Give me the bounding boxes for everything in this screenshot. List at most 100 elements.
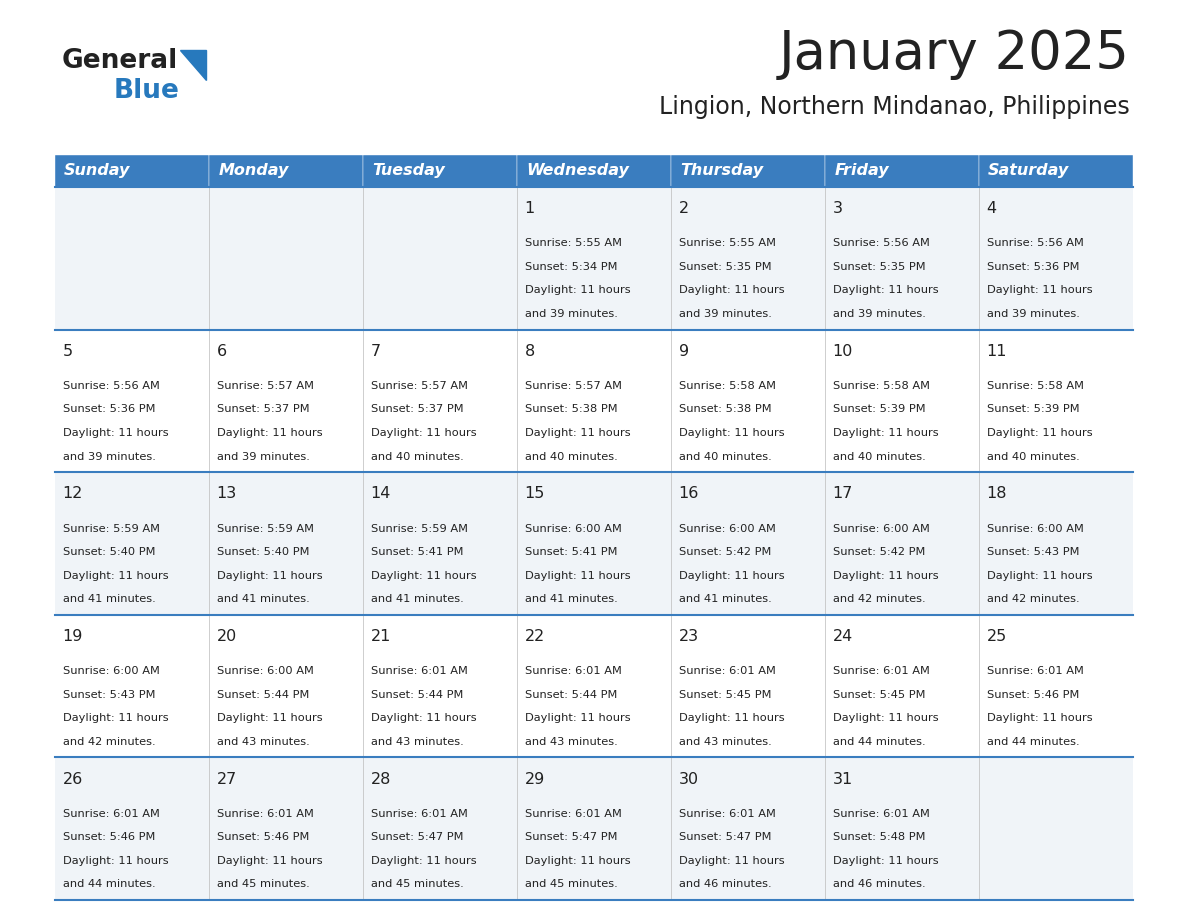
Text: Sunset: 5:39 PM: Sunset: 5:39 PM: [833, 405, 925, 414]
Text: 5: 5: [63, 344, 72, 359]
Text: Sunset: 5:37 PM: Sunset: 5:37 PM: [216, 405, 309, 414]
Text: 26: 26: [63, 772, 83, 787]
Text: and 42 minutes.: and 42 minutes.: [833, 594, 925, 604]
Text: Sunset: 5:38 PM: Sunset: 5:38 PM: [678, 405, 771, 414]
Text: Daylight: 11 hours: Daylight: 11 hours: [525, 428, 631, 438]
Text: 12: 12: [63, 487, 83, 501]
Text: Daylight: 11 hours: Daylight: 11 hours: [833, 571, 939, 580]
Text: 1: 1: [525, 201, 535, 217]
Text: 29: 29: [525, 772, 545, 787]
Text: Sunrise: 5:56 AM: Sunrise: 5:56 AM: [833, 239, 929, 249]
Text: 9: 9: [678, 344, 689, 359]
Text: and 41 minutes.: and 41 minutes.: [525, 594, 618, 604]
Text: Sunrise: 5:57 AM: Sunrise: 5:57 AM: [216, 381, 314, 391]
Text: Sunrise: 6:01 AM: Sunrise: 6:01 AM: [833, 666, 929, 677]
Text: Sunset: 5:46 PM: Sunset: 5:46 PM: [63, 833, 156, 843]
Text: and 44 minutes.: and 44 minutes.: [63, 879, 156, 890]
Text: Daylight: 11 hours: Daylight: 11 hours: [216, 856, 322, 866]
Text: Sunset: 5:34 PM: Sunset: 5:34 PM: [525, 262, 618, 272]
Text: Sunset: 5:47 PM: Sunset: 5:47 PM: [678, 833, 771, 843]
Text: 31: 31: [833, 772, 853, 787]
Text: Daylight: 11 hours: Daylight: 11 hours: [833, 285, 939, 296]
Text: Sunset: 5:39 PM: Sunset: 5:39 PM: [987, 405, 1080, 414]
Text: and 45 minutes.: and 45 minutes.: [216, 879, 309, 890]
Text: and 39 minutes.: and 39 minutes.: [678, 309, 771, 319]
Text: Sunset: 5:46 PM: Sunset: 5:46 PM: [216, 833, 309, 843]
Text: 15: 15: [525, 487, 545, 501]
Text: and 40 minutes.: and 40 minutes.: [371, 452, 463, 462]
Text: General: General: [62, 48, 178, 74]
FancyBboxPatch shape: [55, 187, 1133, 330]
Text: 23: 23: [678, 629, 699, 644]
Text: 22: 22: [525, 629, 545, 644]
Text: Sunrise: 5:57 AM: Sunrise: 5:57 AM: [371, 381, 468, 391]
Text: Daylight: 11 hours: Daylight: 11 hours: [678, 285, 784, 296]
Text: and 43 minutes.: and 43 minutes.: [525, 737, 618, 746]
Text: and 41 minutes.: and 41 minutes.: [63, 594, 156, 604]
Text: Sunset: 5:35 PM: Sunset: 5:35 PM: [833, 262, 925, 272]
Text: Daylight: 11 hours: Daylight: 11 hours: [525, 571, 631, 580]
Text: Sunset: 5:40 PM: Sunset: 5:40 PM: [63, 547, 156, 557]
Text: 6: 6: [216, 344, 227, 359]
Text: Sunset: 5:36 PM: Sunset: 5:36 PM: [987, 262, 1079, 272]
Text: Sunday: Sunday: [64, 163, 131, 178]
Text: Daylight: 11 hours: Daylight: 11 hours: [525, 856, 631, 866]
Text: Monday: Monday: [219, 163, 289, 178]
Text: Sunset: 5:40 PM: Sunset: 5:40 PM: [216, 547, 309, 557]
Text: Daylight: 11 hours: Daylight: 11 hours: [216, 571, 322, 580]
Text: and 42 minutes.: and 42 minutes.: [987, 594, 1080, 604]
Text: 16: 16: [678, 487, 699, 501]
Text: Daylight: 11 hours: Daylight: 11 hours: [833, 713, 939, 723]
Text: Daylight: 11 hours: Daylight: 11 hours: [987, 713, 1092, 723]
Text: Daylight: 11 hours: Daylight: 11 hours: [371, 856, 476, 866]
Text: Daylight: 11 hours: Daylight: 11 hours: [833, 428, 939, 438]
Text: Sunrise: 5:59 AM: Sunrise: 5:59 AM: [371, 523, 468, 533]
Text: 18: 18: [987, 487, 1007, 501]
Text: Sunrise: 6:01 AM: Sunrise: 6:01 AM: [525, 809, 621, 819]
Text: Sunrise: 6:00 AM: Sunrise: 6:00 AM: [525, 523, 621, 533]
Text: Sunrise: 5:58 AM: Sunrise: 5:58 AM: [833, 381, 930, 391]
Text: and 39 minutes.: and 39 minutes.: [525, 309, 618, 319]
Text: and 44 minutes.: and 44 minutes.: [833, 737, 925, 746]
Text: and 41 minutes.: and 41 minutes.: [371, 594, 463, 604]
Text: Daylight: 11 hours: Daylight: 11 hours: [525, 713, 631, 723]
FancyBboxPatch shape: [517, 155, 671, 187]
Text: Daylight: 11 hours: Daylight: 11 hours: [678, 713, 784, 723]
Text: Sunset: 5:38 PM: Sunset: 5:38 PM: [525, 405, 618, 414]
Text: and 44 minutes.: and 44 minutes.: [987, 737, 1080, 746]
Text: Sunset: 5:37 PM: Sunset: 5:37 PM: [371, 405, 463, 414]
Text: Sunset: 5:42 PM: Sunset: 5:42 PM: [678, 547, 771, 557]
Text: Friday: Friday: [834, 163, 889, 178]
Text: Saturday: Saturday: [988, 163, 1069, 178]
Text: Daylight: 11 hours: Daylight: 11 hours: [987, 285, 1092, 296]
Text: Sunset: 5:44 PM: Sunset: 5:44 PM: [525, 689, 617, 700]
Text: Sunrise: 6:01 AM: Sunrise: 6:01 AM: [63, 809, 159, 819]
Text: Sunrise: 5:56 AM: Sunrise: 5:56 AM: [987, 239, 1083, 249]
Text: and 39 minutes.: and 39 minutes.: [987, 309, 1080, 319]
Text: 13: 13: [216, 487, 236, 501]
Text: and 46 minutes.: and 46 minutes.: [678, 879, 771, 890]
Text: Lingion, Northern Mindanao, Philippines: Lingion, Northern Mindanao, Philippines: [659, 95, 1130, 119]
Text: Sunrise: 5:57 AM: Sunrise: 5:57 AM: [525, 381, 621, 391]
Text: January 2025: January 2025: [779, 28, 1130, 80]
Text: Daylight: 11 hours: Daylight: 11 hours: [833, 856, 939, 866]
Text: Sunrise: 5:55 AM: Sunrise: 5:55 AM: [525, 239, 621, 249]
FancyBboxPatch shape: [55, 155, 209, 187]
Text: and 41 minutes.: and 41 minutes.: [216, 594, 309, 604]
Text: 19: 19: [63, 629, 83, 644]
Text: and 45 minutes.: and 45 minutes.: [525, 879, 618, 890]
Text: and 39 minutes.: and 39 minutes.: [63, 452, 156, 462]
Text: Sunrise: 5:59 AM: Sunrise: 5:59 AM: [63, 523, 159, 533]
Text: 11: 11: [987, 344, 1007, 359]
Text: Sunset: 5:45 PM: Sunset: 5:45 PM: [678, 689, 771, 700]
Text: Wednesday: Wednesday: [526, 163, 630, 178]
Text: Daylight: 11 hours: Daylight: 11 hours: [525, 285, 631, 296]
Text: Sunset: 5:43 PM: Sunset: 5:43 PM: [63, 689, 156, 700]
Text: Daylight: 11 hours: Daylight: 11 hours: [678, 856, 784, 866]
Text: Daylight: 11 hours: Daylight: 11 hours: [371, 713, 476, 723]
Text: Sunset: 5:44 PM: Sunset: 5:44 PM: [216, 689, 309, 700]
Text: and 43 minutes.: and 43 minutes.: [371, 737, 463, 746]
Text: Thursday: Thursday: [681, 163, 764, 178]
Text: Sunrise: 5:59 AM: Sunrise: 5:59 AM: [216, 523, 314, 533]
Text: Sunset: 5:46 PM: Sunset: 5:46 PM: [987, 689, 1079, 700]
